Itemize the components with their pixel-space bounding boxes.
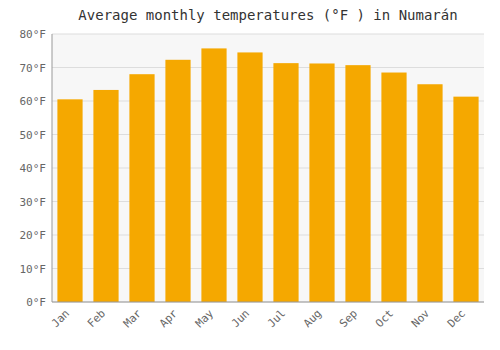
y-tick-label: 70°F: [20, 62, 47, 75]
x-tick-label: Oct: [373, 307, 396, 330]
y-tick-label: 50°F: [20, 129, 47, 142]
x-tick-label: Jul: [265, 307, 288, 330]
y-tick-label: 40°F: [20, 162, 47, 175]
y-tick-label: 0°F: [26, 296, 46, 309]
plot-background: [52, 34, 484, 302]
bar: [381, 73, 406, 302]
y-tick-label: 20°F: [20, 229, 47, 242]
bar: [237, 52, 262, 302]
grid-line: [52, 302, 484, 303]
bar: [129, 74, 154, 302]
bar: [57, 99, 82, 302]
x-tick-label: May: [193, 307, 217, 331]
x-tick-label: Feb: [85, 307, 108, 330]
bar: [345, 65, 370, 302]
x-tick-label: Apr: [157, 307, 181, 331]
bar: [417, 84, 442, 302]
x-tick-label: Aug: [301, 307, 324, 330]
x-tick-label: Nov: [409, 307, 433, 331]
grid-line: [52, 67, 484, 68]
y-axis-line: [52, 34, 53, 302]
bar: [165, 60, 190, 302]
bar: [309, 63, 334, 302]
x-tick-label: Mar: [121, 307, 145, 331]
bar: [201, 48, 226, 302]
x-tick-label: Sep: [337, 307, 360, 330]
y-tick-label: 30°F: [20, 196, 47, 209]
chart-svg: Average monthly temperatures (°F ) in Nu…: [0, 0, 500, 350]
x-tick-label: Jan: [49, 307, 72, 330]
chart-title: Average monthly temperatures (°F ) in Nu…: [78, 7, 457, 23]
x-tick-label: Jun: [229, 307, 252, 330]
y-tick-label: 80°F: [20, 28, 47, 41]
x-tick-label: Dec: [445, 307, 468, 330]
bar: [273, 63, 298, 302]
bar: [93, 90, 118, 302]
chart-container: Average monthly temperatures (°F ) in Nu…: [0, 0, 500, 350]
x-axis-line: [52, 302, 484, 303]
bar: [453, 97, 478, 302]
y-tick-label: 10°F: [20, 263, 47, 276]
grid-line: [52, 34, 484, 35]
y-tick-label: 60°F: [20, 95, 47, 108]
bars: [57, 48, 478, 302]
